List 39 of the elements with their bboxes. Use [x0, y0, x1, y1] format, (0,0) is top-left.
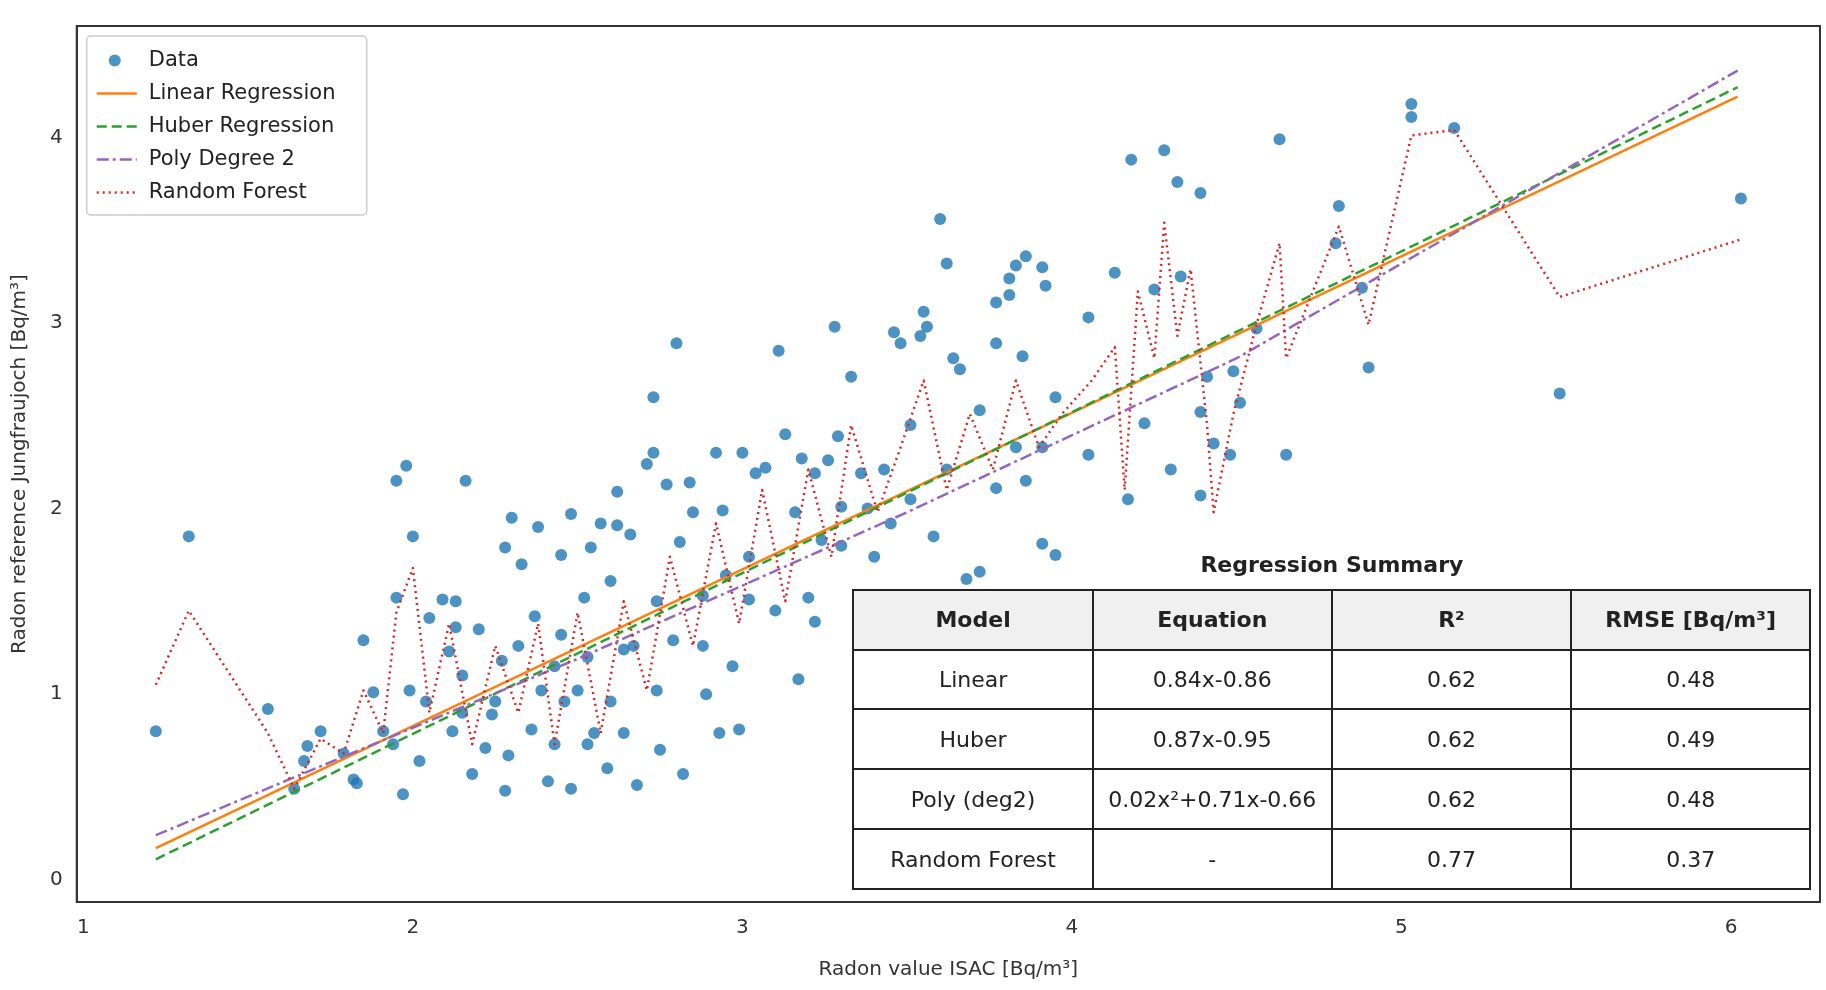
y-axis-title: Radon reference Jungfraujoch [Bq/m³] [6, 274, 31, 654]
x-tick-label: 2 [406, 914, 420, 939]
x-axis-title: Radon value ISAC [Bq/m³] [818, 956, 1079, 981]
legend-label: Data [148, 46, 199, 71]
x-tick-label: 6 [1724, 914, 1738, 939]
annotation: 0.62 [1331, 649, 1572, 710]
annotation: 0.62 [1331, 709, 1572, 770]
annotation: Linear [853, 649, 1093, 710]
annotation: Poly (deg2) [853, 769, 1093, 830]
annotation: Huber [853, 709, 1093, 770]
annotation: 0.37 [1571, 829, 1811, 890]
annotation: 0.49 [1571, 709, 1811, 770]
x-tick-label: 3 [736, 914, 749, 939]
annotation: 0.48 [1571, 769, 1811, 830]
annotation: Random Forest [853, 829, 1093, 890]
annotation: 0.77 [1331, 829, 1572, 890]
annotation: 0.48 [1571, 649, 1811, 710]
x-tick-label: 5 [1395, 914, 1408, 939]
annotation: 0.02x²+0.71x-0.66 [1092, 769, 1332, 830]
annotation: Equation [1092, 589, 1332, 650]
annotation: 0.87x-0.95 [1092, 709, 1332, 770]
legend-label: Random Forest [148, 178, 307, 203]
y-tick-label: 1 [49, 680, 63, 705]
annotation: 0.62 [1331, 769, 1572, 830]
annotation: Regression Summary [1199, 551, 1465, 577]
legend-label: Linear Regression [148, 79, 336, 104]
y-tick-label: 0 [49, 865, 63, 890]
annotation: - [1092, 829, 1332, 890]
legend-label: Poly Degree 2 [148, 145, 295, 170]
annotation: RMSE [Bq/m³] [1571, 589, 1811, 650]
annotation: 0.84x-0.86 [1092, 649, 1332, 710]
y-tick-label: 3 [49, 309, 63, 334]
annotation: Model [853, 589, 1093, 650]
y-tick-label: 2 [49, 494, 63, 519]
y-tick-label: 4 [49, 123, 63, 148]
annotation: R² [1331, 589, 1572, 650]
x-tick-label: 1 [76, 914, 90, 939]
legend-label: Huber Regression [148, 112, 335, 137]
x-tick-label: 4 [1065, 914, 1079, 939]
